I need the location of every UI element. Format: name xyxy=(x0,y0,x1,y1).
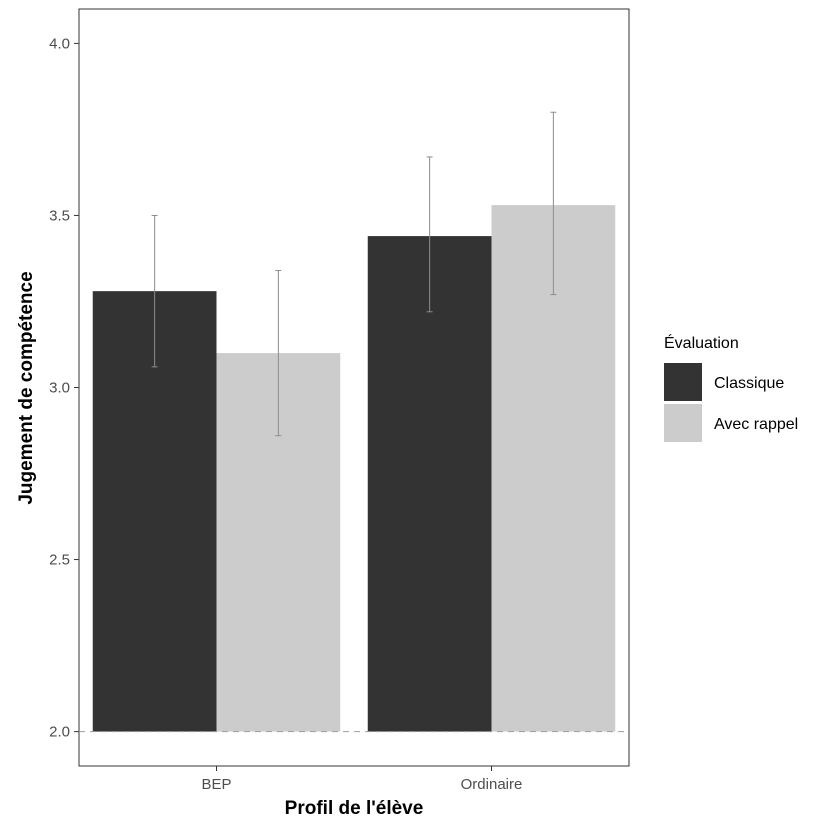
y-axis-title: Jugement de compétence xyxy=(16,271,37,504)
x-axis-title: Profil de l'élève xyxy=(285,798,424,819)
legend-label-classique: Classique xyxy=(714,375,784,392)
y-axis-ticks: 2.0 2.5 3.0 3.5 4.0 xyxy=(49,35,79,741)
legend-key-avec-rappel xyxy=(664,404,702,442)
y-tick-label-3-0: 3.0 xyxy=(49,380,70,397)
bar-ordinaire-classique xyxy=(367,236,492,732)
legend-key-classique xyxy=(664,363,702,401)
x-tick-label-bep: BEP xyxy=(201,776,231,793)
y-tick-label-2-5: 2.5 xyxy=(49,552,70,569)
x-tick-label-ordinaire: Ordinaire xyxy=(461,776,523,793)
errorbars-layer xyxy=(79,111,629,733)
y-tick-label-3-5: 3.5 xyxy=(49,207,70,224)
legend: Évaluation Classique Avec rappel xyxy=(664,333,798,442)
y-tick-label-4-0: 4.0 xyxy=(49,35,70,52)
y-tick-label-2-0: 2.0 xyxy=(49,724,70,741)
x-axis-ticks: BEP Ordinaire xyxy=(201,766,522,793)
legend-label-avec-rappel: Avec rappel xyxy=(714,416,798,433)
legend-title: Évaluation xyxy=(664,333,739,352)
